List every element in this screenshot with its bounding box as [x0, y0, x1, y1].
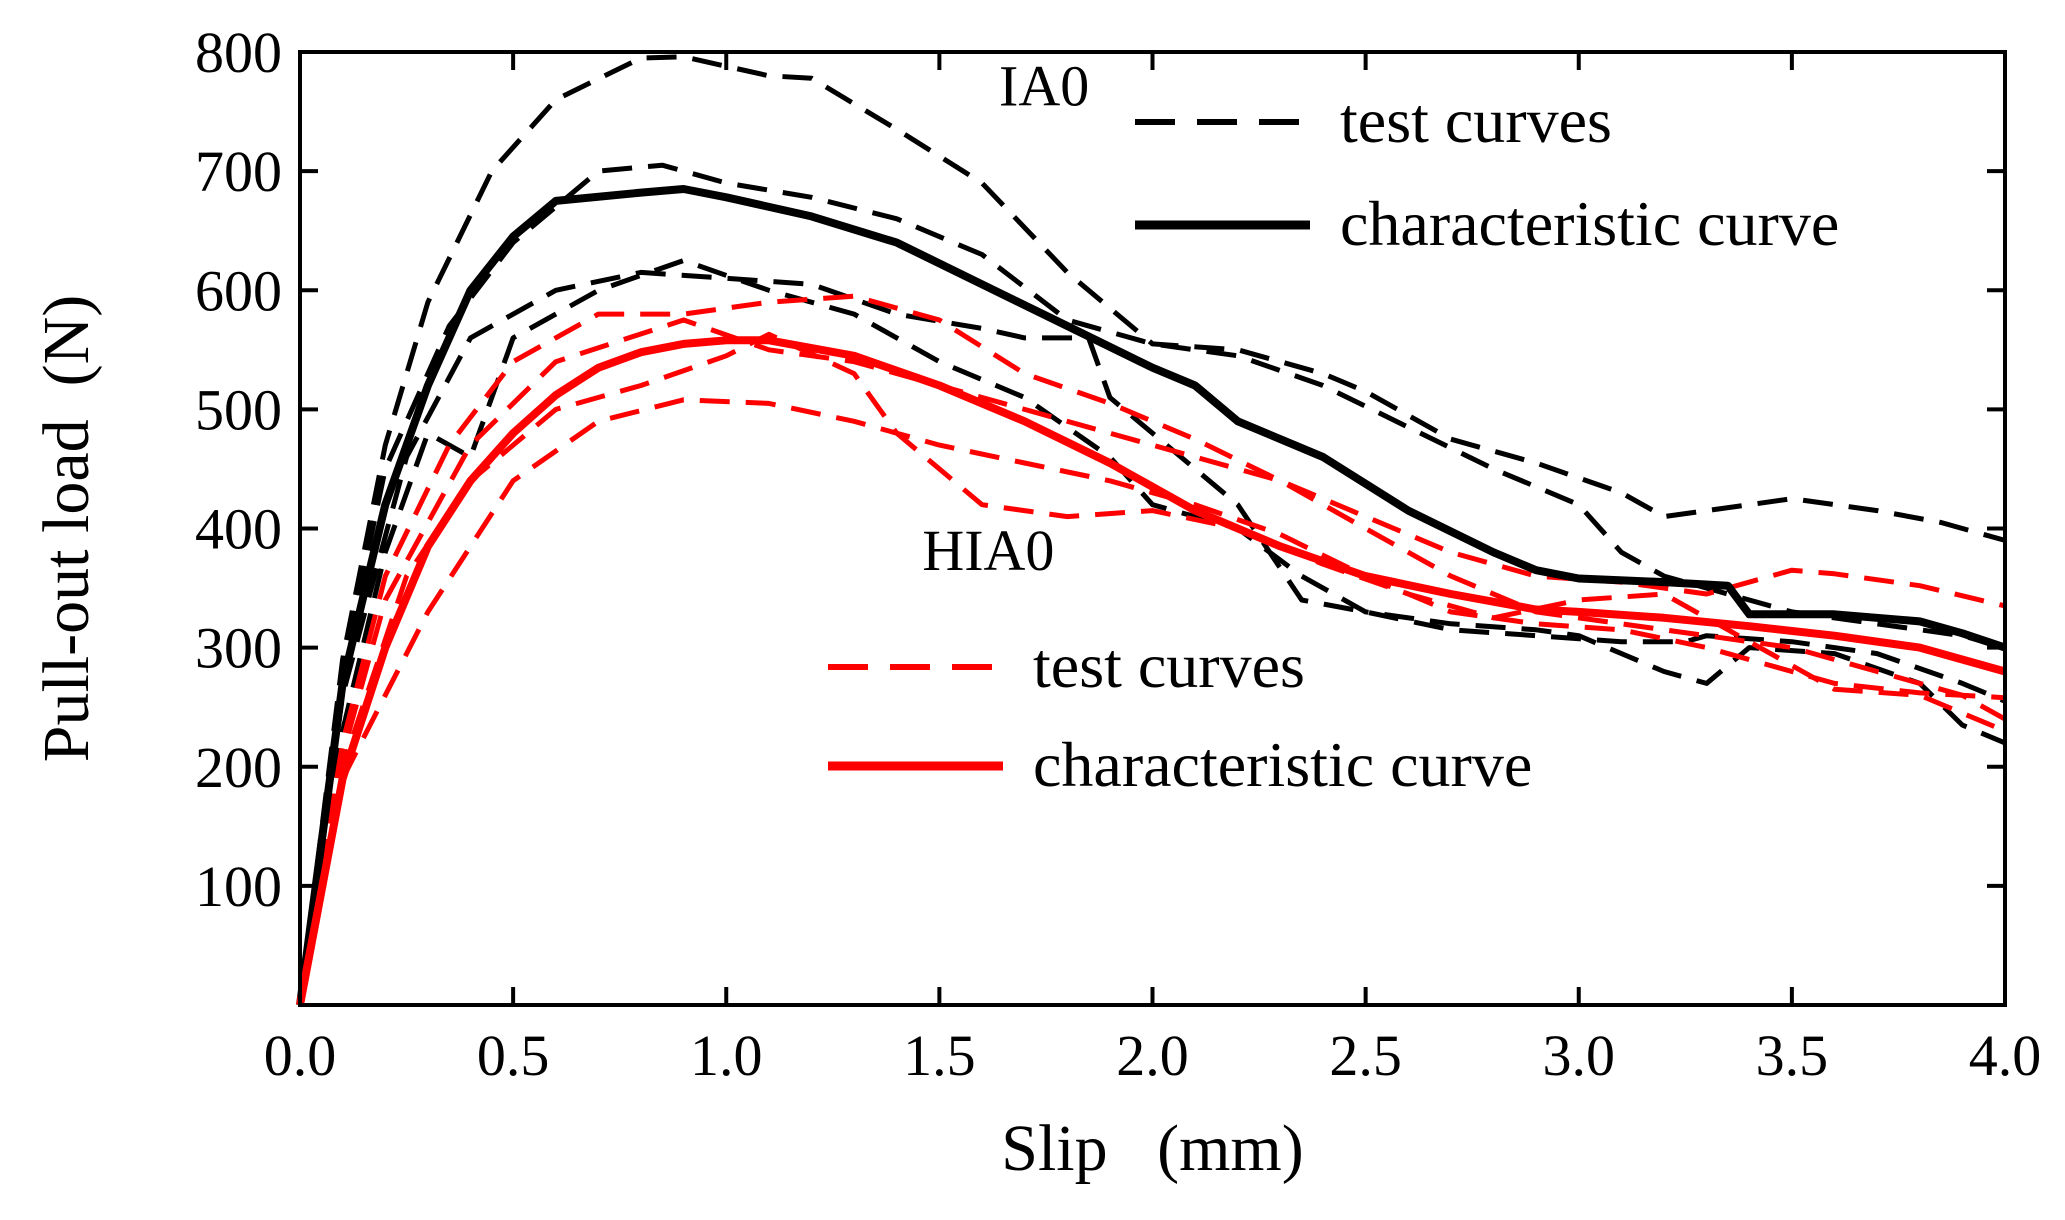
y-axis-title: Pull-out load (N): [30, 295, 103, 762]
series-line-ia0-test-1: [297, 54, 2006, 1006]
series-line-hia0-test-4: [297, 397, 2006, 1006]
annotation-hia0: HIA0: [922, 518, 1054, 583]
legend-label-hia0-test: test curves: [1033, 630, 1305, 701]
series-line-ia0-test-3: [297, 269, 2006, 1006]
x-tick-label: 2.0: [1116, 1023, 1189, 1088]
y-tick-label: 800: [195, 20, 282, 85]
y-tick-label: 300: [195, 616, 282, 681]
series-line-ia0-test-4: [297, 258, 2006, 1006]
series-line-hia0-test-1: [297, 293, 2006, 1006]
series-layer: [296, 54, 2007, 1006]
x-tick-label: 2.5: [1329, 1023, 1402, 1088]
series-line-ia0-characteristic: [296, 185, 2007, 1006]
x-tick-label: 0.0: [264, 1023, 337, 1088]
y-tick-label: 100: [195, 854, 282, 919]
x-tick-label: 4.0: [1969, 1023, 2042, 1088]
y-tick-label: 600: [195, 258, 282, 323]
series-line-hia0-characteristic: [296, 336, 2007, 1006]
x-tick-label: 0.5: [477, 1023, 550, 1088]
series-line-hia0-test-3: [297, 331, 2006, 1006]
legend-label-hia0-characteristic: characteristic curve: [1033, 729, 1532, 800]
y-tick-label: 700: [195, 139, 282, 204]
tick-labels-layer: 0.0 0.5 1.0 1.5 2.0 2.5 3.0 3.5 4.0 100 200 300 400 5…: [195, 20, 2041, 1088]
annotation-ia0: IA0: [999, 54, 1089, 119]
legend-label-ia0-test: test curves: [1340, 85, 1612, 156]
y-tick-label: 500: [195, 377, 282, 442]
series-line-hia0-test-2: [297, 317, 2007, 1006]
y-tick-label: 200: [195, 735, 282, 800]
x-tick-label: 1.0: [690, 1023, 763, 1088]
x-tick-label: 3.0: [1543, 1023, 1616, 1088]
x-axis-title: Slip (mm): [1001, 1112, 1304, 1185]
x-tick-label: 3.5: [1756, 1023, 1829, 1088]
x-tick-label: 1.5: [903, 1023, 976, 1088]
legend-label-ia0-characteristic: characteristic curve: [1340, 188, 1839, 259]
y-tick-label: 400: [195, 497, 282, 562]
legend: test curves characteristic curve test cu…: [828, 85, 1839, 800]
ticks-layer: [298, 50, 2007, 1005]
